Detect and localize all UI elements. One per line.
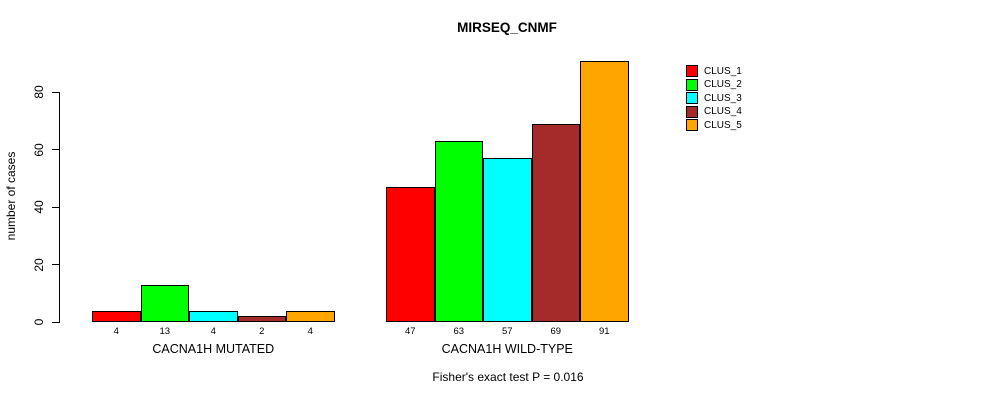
- chart-title: MIRSEQ_CNMF: [457, 20, 557, 35]
- legend-swatch: [686, 105, 698, 118]
- legend-item-clus_1: CLUS_1: [686, 65, 742, 77]
- legend-item-clus_5: CLUS_5: [686, 119, 742, 131]
- footnote: Fisher's exact test P = 0.016: [432, 370, 584, 384]
- bar-clus_5-mutated: [286, 310, 335, 322]
- legend-label: CLUS_3: [704, 92, 742, 104]
- bar-clus_2-wild-type: [434, 141, 483, 322]
- bar-value-label: 57: [501, 326, 513, 337]
- bar-clus_1-wild-type: [386, 187, 435, 322]
- bar-value-label: 4: [210, 326, 216, 337]
- legend-label: CLUS_1: [704, 65, 742, 77]
- legend-swatch: [686, 65, 698, 77]
- legend-swatch: [686, 119, 698, 131]
- y-tick-label: 0: [32, 318, 46, 326]
- bar-clus_3-mutated: [189, 310, 238, 322]
- legend-swatch: [686, 78, 698, 91]
- bar-value-label: 2: [259, 326, 265, 337]
- bar-value-label: 4: [113, 326, 119, 337]
- legend-swatch: [686, 92, 698, 104]
- bar-value-label: 91: [598, 326, 610, 337]
- y-tick-mark: [52, 206, 59, 208]
- y-tick-mark: [52, 321, 59, 323]
- legend-label: CLUS_5: [704, 119, 742, 131]
- bar-clus_4-wild-type: [531, 123, 580, 322]
- bar-value-label: 69: [550, 326, 562, 337]
- legend-label: CLUS_2: [704, 79, 742, 90]
- y-axis-label: number of cases: [4, 151, 18, 241]
- y-axis-line: [59, 92, 60, 323]
- legend: CLUS_1 CLUS_2 CLUS_3 CLUS_4 CLUS_5: [686, 65, 742, 131]
- legend-item-clus_4: CLUS_4: [686, 105, 742, 118]
- legend-label: CLUS_4: [704, 106, 742, 117]
- y-tick-label: 20: [32, 257, 46, 272]
- y-tick-label: 60: [32, 143, 46, 157]
- group-label: CACNA1H WILD-TYPE: [441, 342, 573, 356]
- y-tick-label: 40: [32, 200, 46, 214]
- bar-clus_2-mutated: [140, 284, 189, 322]
- y-tick-label: 80: [32, 85, 46, 100]
- bar-value-label: 4: [307, 326, 313, 337]
- bar-clus_5-wild-type: [580, 60, 629, 322]
- bar-clus_1-mutated: [92, 310, 141, 322]
- bar-clus_3-wild-type: [483, 158, 532, 322]
- bar-clus_4-mutated: [237, 316, 286, 322]
- bar-value-label: 63: [453, 326, 465, 337]
- bar-value-label: 13: [159, 326, 171, 337]
- y-tick-mark: [52, 149, 59, 151]
- legend-item-clus_2: CLUS_2: [686, 78, 742, 91]
- group-label: CACNA1H MUTATED: [152, 342, 275, 356]
- y-tick-mark: [52, 264, 59, 266]
- y-tick-mark: [52, 91, 59, 93]
- legend-item-clus_3: CLUS_3: [686, 92, 742, 104]
- bar-value-label: 47: [404, 326, 416, 337]
